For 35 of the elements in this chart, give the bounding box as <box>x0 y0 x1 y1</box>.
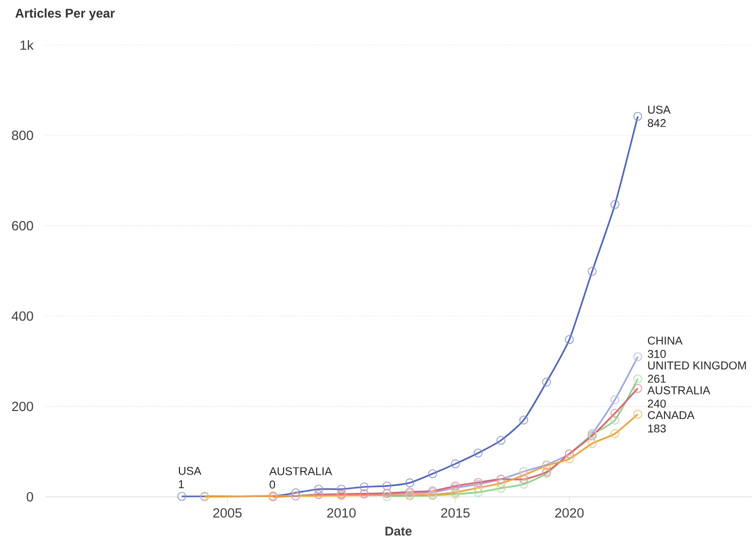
point <box>496 484 506 493</box>
x-tick-label: 2005 <box>213 508 242 518</box>
point <box>474 488 483 497</box>
x-axis-title: Date <box>385 526 412 536</box>
data-label: 1 <box>178 480 184 488</box>
point <box>382 492 392 501</box>
data-label: 240 <box>648 400 666 408</box>
series-label: AUSTRALIA <box>647 386 710 394</box>
point <box>610 395 620 404</box>
data-label: 261 <box>648 374 666 383</box>
point <box>633 352 642 362</box>
data-label: 0 <box>270 480 276 489</box>
y-tick-label: 0 <box>26 492 34 502</box>
series-label: USA <box>648 106 671 114</box>
y-tick-label: 1k <box>20 40 34 50</box>
point <box>633 374 642 384</box>
point <box>610 416 620 424</box>
x-tick-label: 2015 <box>441 508 470 518</box>
data-label: 310 <box>648 350 666 358</box>
y-tick-label: 200 <box>12 402 34 412</box>
series-label: UNITED KINGDOM <box>648 362 746 370</box>
x-tick-label: 2020 <box>555 508 584 518</box>
y-tick-label: 600 <box>12 221 34 231</box>
y-tick-label: 400 <box>12 311 34 321</box>
x-tick-label: 2010 <box>327 508 356 518</box>
series-label: CANADA <box>648 411 695 420</box>
text: AUSTRALIA <box>269 467 332 476</box>
point <box>519 480 528 489</box>
chart-title: Articles Per year <box>15 8 115 20</box>
text: USA <box>178 466 202 475</box>
y-tick-label: 800 <box>12 130 34 140</box>
data-label: 183 <box>648 424 666 433</box>
data-label: 842 <box>648 119 666 128</box>
point <box>519 467 528 476</box>
series-label: CHINA <box>648 336 683 345</box>
